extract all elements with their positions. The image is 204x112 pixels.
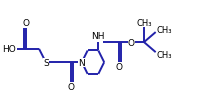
Text: CH₃: CH₃: [157, 26, 172, 35]
Text: O: O: [115, 63, 122, 72]
Text: CH₃: CH₃: [136, 19, 152, 28]
Text: HO: HO: [2, 45, 16, 54]
Text: NH: NH: [92, 32, 105, 41]
Text: N: N: [78, 58, 85, 67]
Text: CH₃: CH₃: [157, 50, 172, 59]
Text: O: O: [23, 19, 30, 28]
Text: O: O: [68, 83, 75, 91]
Text: S: S: [43, 58, 49, 67]
Text: O: O: [128, 38, 135, 47]
